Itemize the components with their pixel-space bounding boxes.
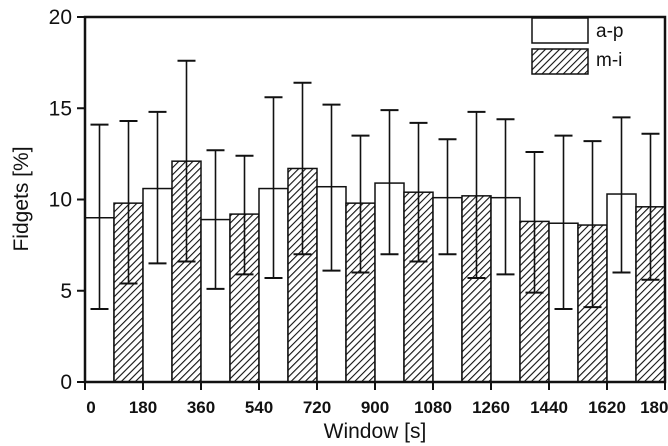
y-tick-label-10: 10 bbox=[49, 189, 72, 212]
y-axis: 0 5 10 15 20 bbox=[49, 6, 85, 394]
legend-swatch-m-i bbox=[531, 48, 589, 75]
legend: a-p m-i bbox=[531, 17, 623, 75]
x-tick-label-1260: 1260 bbox=[472, 398, 510, 417]
x-axis: 0 180 360 540 720 900 1080 1260 1440 1620 1800 bbox=[84, 382, 668, 417]
y-tick-label-5: 5 bbox=[60, 280, 72, 303]
x-axis-title: Window [s] bbox=[324, 420, 427, 443]
errorbars-layer bbox=[90, 59, 660, 310]
x-tick-label-1620: 1620 bbox=[588, 398, 626, 417]
x-tick-label-1080: 1080 bbox=[414, 398, 452, 417]
y-tick-label-20: 20 bbox=[49, 6, 72, 29]
x-tick-label-900: 900 bbox=[361, 398, 389, 417]
x-tick-label-360: 360 bbox=[187, 398, 215, 417]
y-tick-label-0: 0 bbox=[60, 371, 72, 394]
legend-label-m-i: m-i bbox=[596, 50, 622, 71]
legend-swatch-a-p bbox=[531, 17, 589, 44]
x-tick-label-1800: 1800 bbox=[640, 398, 668, 417]
x-tick-label-180: 180 bbox=[129, 398, 157, 417]
x-tick-label-540: 540 bbox=[245, 398, 273, 417]
x-tick-label-720: 720 bbox=[303, 398, 331, 417]
x-tick-label-0: 0 bbox=[86, 398, 95, 417]
y-tick-label-15: 15 bbox=[49, 97, 72, 120]
y-axis-title: Fidgets [%] bbox=[10, 146, 33, 251]
legend-label-a-p: a-p bbox=[596, 21, 623, 42]
x-tick-label-1440: 1440 bbox=[530, 398, 568, 417]
bars-layer bbox=[84, 160, 666, 383]
